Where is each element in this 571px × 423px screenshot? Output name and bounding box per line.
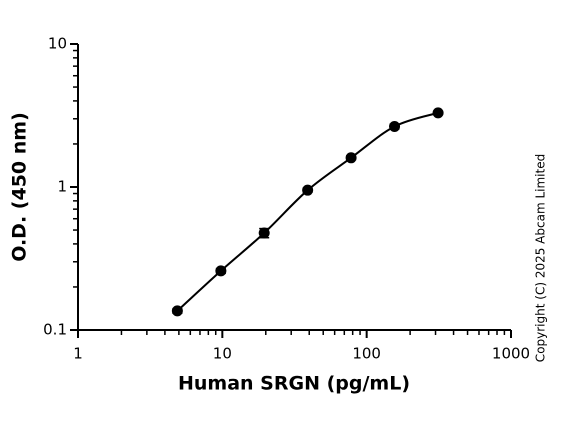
- x-tick-label: 100: [352, 345, 381, 363]
- copyright: Copyright (C) 2025 Abcam Limited: [534, 154, 548, 362]
- y-tick-label: 1: [57, 178, 67, 196]
- data-point: [215, 265, 227, 277]
- data-point: [258, 227, 270, 239]
- data-point: [302, 184, 314, 196]
- x-tick-label: 1000: [492, 345, 530, 363]
- data-point: [432, 107, 444, 119]
- data-point: [345, 152, 357, 164]
- y-tick-label: 0.1: [43, 321, 67, 339]
- data-point: [389, 120, 401, 132]
- fit-curve: [176, 111, 439, 312]
- x-tick-label: 10: [213, 345, 232, 363]
- y-axis-title: O.D. (450 nm): [9, 112, 31, 262]
- data-point: [171, 305, 183, 317]
- y-tick-label: 10: [48, 35, 67, 53]
- x-tick-label: 1: [73, 345, 83, 363]
- x-axis-title: Human SRGN (pg/mL): [178, 373, 410, 395]
